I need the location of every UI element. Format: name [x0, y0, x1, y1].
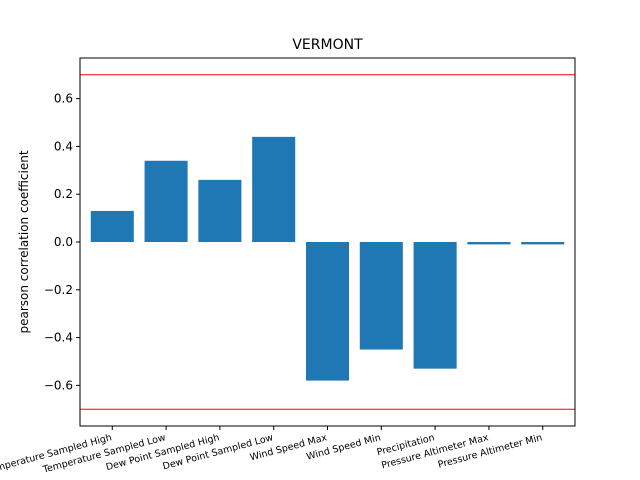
- bar: [413, 242, 457, 369]
- y-tick-label: 0.4: [54, 139, 73, 153]
- bar: [359, 242, 403, 350]
- chart-title: VERMONT: [292, 37, 363, 53]
- y-tick-label: 0.6: [54, 92, 73, 106]
- y-tick-label: −0.4: [44, 331, 73, 345]
- y-tick-label: −0.2: [44, 283, 73, 297]
- bar: [467, 242, 511, 245]
- y-tick-label: 0.0: [54, 235, 73, 249]
- axes-frame: [79, 57, 576, 427]
- bar: [252, 136, 296, 242]
- y-tick-label: 0.2: [54, 187, 73, 201]
- bar: [198, 179, 242, 242]
- bar: [90, 210, 134, 242]
- bar: [521, 242, 565, 245]
- y-tick-label: −0.6: [44, 378, 73, 392]
- y-axis-label: pearson correlation coefficient: [17, 150, 31, 333]
- bar: [144, 160, 188, 242]
- bar: [305, 242, 350, 381]
